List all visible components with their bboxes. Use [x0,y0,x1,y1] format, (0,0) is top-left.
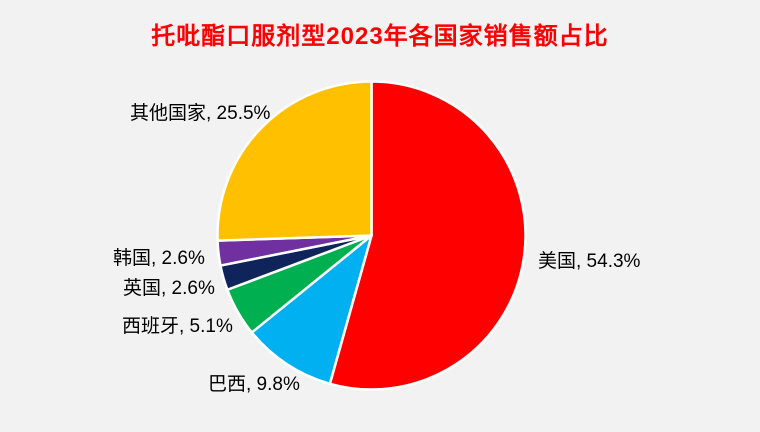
pie-label-spain: 西班牙, 5.1% [122,316,233,337]
pie-label-korea: 韩国, 2.6% [113,248,205,269]
pie-slice-brazil [250,234,373,386]
chart-title: 托吡酯口服剂型2023年各国家销售额占比 [151,23,609,50]
pie-label-uk: 英国, 2.6% [123,278,215,299]
pie-label-others: 其他国家, 25.5% [130,103,271,124]
pie-label-usa: 美国, 54.3% [538,251,641,272]
pie-label-brazil: 巴西, 9.8% [208,374,300,395]
pie-slice-others [216,80,373,242]
pie-slice-usa [328,80,527,391]
